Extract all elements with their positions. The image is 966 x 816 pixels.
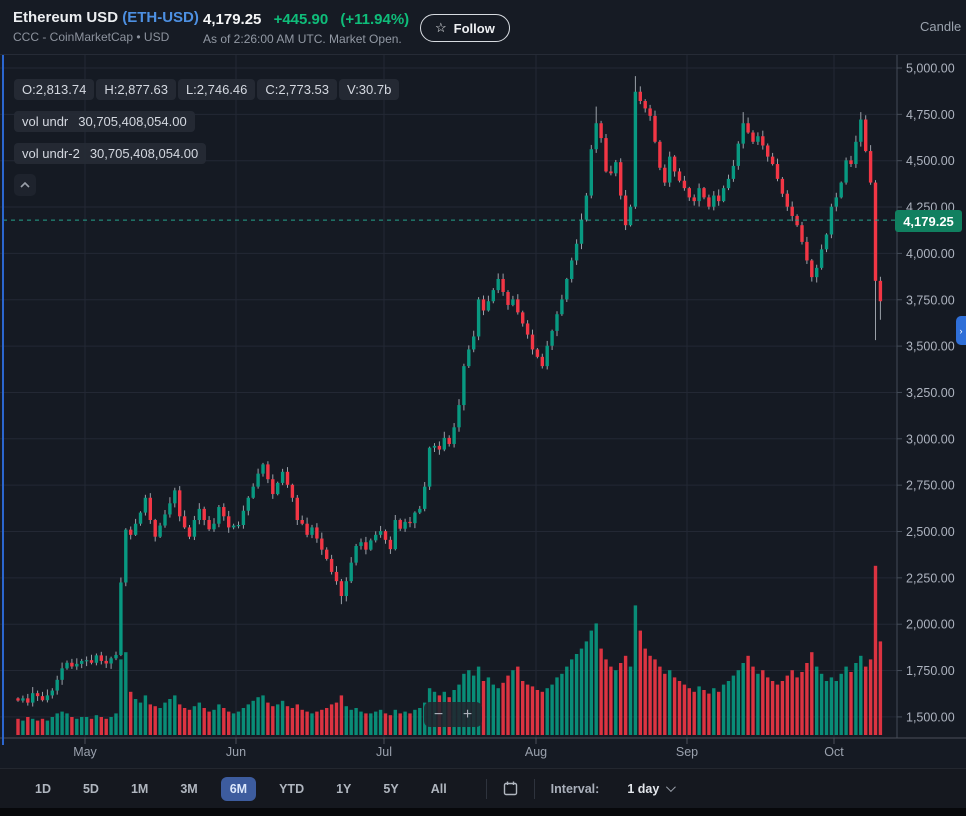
vol-indicator-value: 30,705,408,054.00 (78, 114, 187, 129)
range-button-5d[interactable]: 5D (74, 777, 108, 801)
range-button-3m[interactable]: 3M (171, 777, 206, 801)
toolbar-divider (485, 778, 487, 799)
exchange-info: CCC - CoinMarketCap • USD (13, 30, 170, 44)
vol-indicator-2-value: 30,705,408,054.00 (89, 146, 199, 161)
interval-dropdown[interactable]: 1 day (627, 781, 677, 796)
legend-open: O:2,813.74 (14, 79, 95, 100)
svg-text:Jul: Jul (376, 745, 392, 759)
zoom-control: − + (424, 702, 482, 727)
follow-label: Follow (453, 20, 495, 36)
legend-volume: V:30.7b (339, 79, 400, 100)
range-button-all[interactable]: All (422, 777, 456, 801)
range-button-group: 1D 5D 1M 3M 6M YTD 1Y 5Y All (26, 776, 470, 801)
ticker-symbol[interactable]: (ETH-USD) (122, 9, 199, 26)
svg-text:2,500.00: 2,500.00 (906, 525, 955, 539)
quote-header: Ethereum USD (ETH-USD) CCC - CoinMarketC… (0, 0, 966, 55)
title-block: Ethereum USD (ETH-USD) CCC - CoinMarketC… (13, 9, 199, 44)
toolbar-divider-2 (533, 778, 535, 799)
current-price-badge: 4,179.25 (895, 210, 962, 232)
svg-text:2,250.00: 2,250.00 (906, 571, 955, 585)
svg-text:1,500.00: 1,500.00 (906, 710, 955, 724)
legend-close: C:2,773.53 (257, 79, 337, 100)
svg-text:4,750.00: 4,750.00 (906, 108, 955, 122)
range-button-1m[interactable]: 1M (122, 777, 157, 801)
svg-text:2,000.00: 2,000.00 (906, 618, 955, 632)
svg-text:2,750.00: 2,750.00 (906, 479, 955, 493)
range-button-ytd[interactable]: YTD (270, 777, 313, 801)
svg-text:Sep: Sep (676, 745, 698, 759)
custom-date-range-button[interactable] (503, 781, 518, 796)
price-change: +445.90 (273, 11, 329, 28)
chart-toolbar: 1D 5D 1M 3M 6M YTD 1Y 5Y All Interval: 1 day (0, 768, 966, 808)
candlestick-chart[interactable]: 5,000.004,750.004,500.004,250.004,000.00… (0, 55, 966, 768)
svg-text:3,750.00: 3,750.00 (906, 293, 955, 307)
asof-market-status: As of 2:26:00 AM UTC. Market Open. (203, 32, 402, 46)
vol-indicator-2-label: vol undr-2 (22, 146, 80, 161)
page-title: Ethereum USD (ETH-USD) (13, 9, 199, 26)
vol-indicator-label: vol undr (22, 114, 69, 129)
zoom-out-button[interactable]: − (424, 702, 453, 727)
svg-text:3,250.00: 3,250.00 (906, 386, 955, 400)
interval-value: 1 day (627, 781, 660, 796)
chart-type-selector[interactable]: Candle (920, 19, 962, 34)
left-accent-bar (2, 55, 4, 745)
range-button-5y[interactable]: 5Y (374, 777, 407, 801)
svg-text:May: May (73, 745, 97, 759)
zoom-in-button[interactable]: + (453, 702, 482, 727)
chevron-up-icon (20, 182, 30, 188)
last-price: 4,179.25 (203, 11, 262, 28)
svg-text:4,000.00: 4,000.00 (906, 247, 955, 261)
star-icon: ☆ (435, 20, 447, 35)
range-button-1d[interactable]: 1D (26, 777, 60, 801)
collapse-legend-button[interactable] (14, 174, 36, 196)
instrument-name: Ethereum USD (13, 9, 123, 26)
range-button-6m[interactable]: 6M (220, 776, 257, 801)
interval-label: Interval: (550, 781, 600, 796)
bottom-strip (0, 808, 966, 816)
price-block: 4,179.25 +445.90 (+11.94%) As of 2:26:00… (203, 11, 409, 46)
svg-text:Aug: Aug (525, 745, 547, 759)
chevron-down-icon (666, 782, 677, 793)
legend-low: L:2,746.46 (177, 79, 256, 100)
follow-button[interactable]: ☆ Follow (420, 14, 510, 42)
svg-text:3,500.00: 3,500.00 (906, 340, 955, 354)
price-change-percent: (+11.94%) (340, 11, 410, 28)
axis-panel-toggle[interactable]: › (956, 316, 966, 345)
svg-text:4,500.00: 4,500.00 (906, 154, 955, 168)
svg-text:Jun: Jun (226, 745, 246, 759)
calendar-icon (503, 781, 517, 796)
legend-high: H:2,877.63 (96, 79, 176, 100)
svg-text:3,000.00: 3,000.00 (906, 432, 955, 446)
svg-text:Oct: Oct (824, 745, 844, 759)
range-button-1y[interactable]: 1Y (327, 777, 360, 801)
vol-indicator-row: vol undr 30,705,408,054.00 (14, 111, 195, 132)
svg-text:1,750.00: 1,750.00 (906, 664, 955, 678)
ohlc-legend: O:2,813.74 H:2,877.63 L:2,746.46 C:2,773… (14, 79, 400, 100)
vol-indicator-row-2: vol undr-2 30,705,408,054.00 (14, 143, 207, 164)
svg-text:5,000.00: 5,000.00 (906, 62, 955, 76)
